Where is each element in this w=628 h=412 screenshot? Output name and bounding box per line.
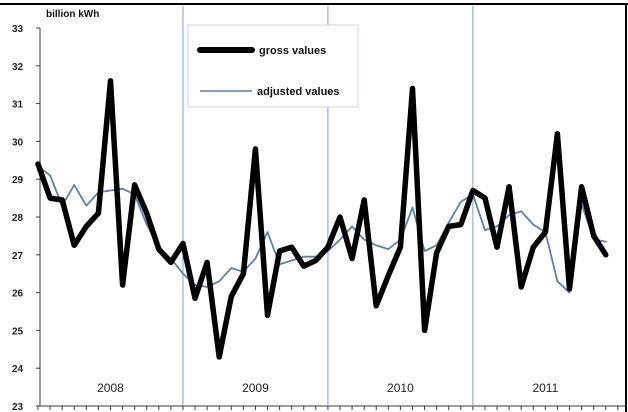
series-line-gross [35, 78, 609, 360]
x-group-label: 2010 [387, 381, 414, 395]
legend-label-adjusted: adjusted values [257, 86, 340, 98]
y-tick-label: 26 [12, 289, 24, 300]
y-tick-label: 32 [12, 62, 24, 73]
x-group-label: 2011 [532, 381, 558, 395]
x-group-label: 2008 [97, 381, 124, 395]
y-tick-label: 24 [12, 364, 24, 375]
legend-label-gross: gross values [259, 45, 326, 57]
x-group-label: 2009 [242, 381, 269, 395]
y-tick-label: 23 [12, 402, 24, 412]
y-tick-label: 29 [12, 175, 24, 186]
y-tick-label: 27 [12, 251, 24, 262]
y-axis-unit-label: billion kWh [46, 9, 99, 20]
y-tick-label: 30 [12, 137, 24, 148]
y-tick-label: 25 [12, 326, 24, 337]
y-tick-label: 28 [12, 213, 24, 224]
y-tick-label: 31 [12, 100, 24, 111]
legend-box [187, 24, 359, 108]
y-tick-label: 33 [12, 24, 24, 35]
